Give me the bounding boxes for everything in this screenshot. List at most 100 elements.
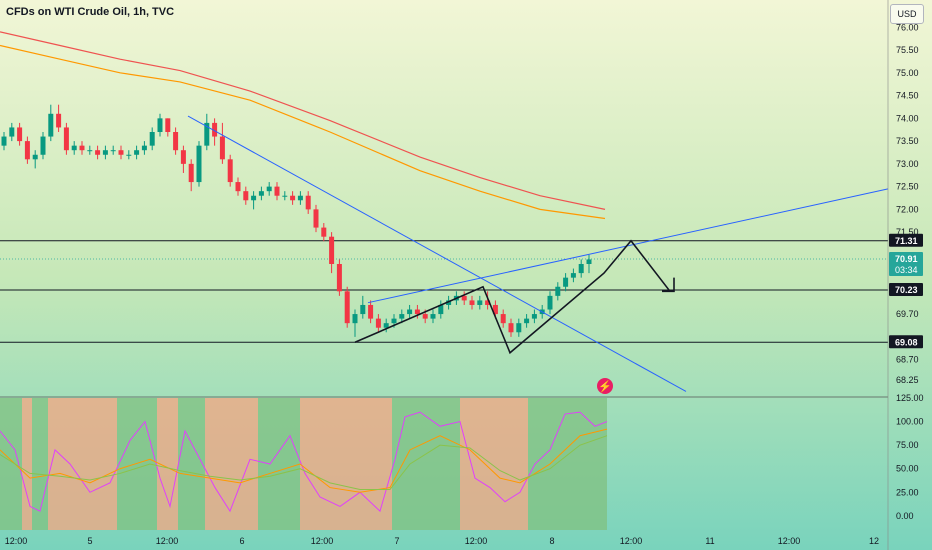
candle xyxy=(547,295,553,310)
candle xyxy=(258,191,264,196)
time-tick-label: 12:00 xyxy=(465,536,488,546)
candle xyxy=(79,145,85,151)
candle xyxy=(297,195,303,201)
candle xyxy=(219,136,225,160)
time-tick-label: 12:00 xyxy=(5,536,28,546)
candle xyxy=(212,122,218,137)
oscillator-tick-label: 50.00 xyxy=(896,464,919,474)
oscillator-zone xyxy=(300,398,392,530)
candle xyxy=(563,277,569,287)
time-tick-label: 8 xyxy=(549,536,554,546)
oscillator-tick-label: 0.00 xyxy=(896,511,914,521)
oscillator-zone xyxy=(392,398,460,530)
candle xyxy=(180,150,186,164)
candle xyxy=(282,195,288,197)
candle xyxy=(188,163,194,183)
candle xyxy=(461,295,467,301)
time-tick-label: 12 xyxy=(869,536,879,546)
candle xyxy=(321,227,327,237)
oscillator-zone xyxy=(32,398,48,530)
candle xyxy=(352,314,358,324)
candle xyxy=(469,300,475,305)
projection-arrowhead xyxy=(662,277,675,293)
oscillator-line xyxy=(0,435,608,490)
candle xyxy=(336,264,342,292)
candle xyxy=(118,150,124,155)
price-tick-label: 71.50 xyxy=(896,227,919,237)
candle xyxy=(313,209,319,228)
candle xyxy=(134,150,140,155)
price-tick-label: 74.00 xyxy=(896,113,919,123)
candle xyxy=(438,304,444,315)
candle xyxy=(477,300,483,305)
oscillator-pane[interactable] xyxy=(0,396,888,530)
price-tick-label: 72.50 xyxy=(896,182,919,192)
price-tick-label: 72.00 xyxy=(896,204,919,214)
candle xyxy=(290,195,296,201)
oscillator-zone xyxy=(460,398,528,530)
price-label: 71.31 xyxy=(895,236,918,246)
price-label: 70.91 xyxy=(895,254,918,264)
candle xyxy=(126,154,132,156)
main-price-pane[interactable] xyxy=(0,31,889,392)
candle xyxy=(266,186,272,192)
candle xyxy=(368,304,374,319)
currency-button[interactable]: USD xyxy=(890,4,924,24)
candle xyxy=(500,314,506,324)
candle xyxy=(40,136,46,155)
time-tick-label: 11 xyxy=(705,536,714,546)
candle xyxy=(344,291,350,324)
candle xyxy=(555,286,561,296)
overlay: ⚡ xyxy=(597,378,613,394)
oscillator-line xyxy=(0,411,608,513)
candle xyxy=(227,159,233,183)
oscillator-tick-label: 125.00 xyxy=(896,393,924,403)
candle xyxy=(508,323,514,333)
time-tick-label: 6 xyxy=(239,536,244,546)
price-tick-label: 69.70 xyxy=(896,309,919,319)
oscillator-zone xyxy=(528,398,607,530)
candle xyxy=(48,113,54,137)
time-tick-label: 5 xyxy=(87,536,92,546)
candle xyxy=(570,273,576,278)
moving-average-line xyxy=(0,31,606,210)
candle xyxy=(329,236,335,264)
oscillator-tick-label: 100.00 xyxy=(896,417,924,427)
price-label-box xyxy=(889,233,923,247)
lightning-icon: ⚡ xyxy=(598,380,612,393)
candle xyxy=(95,150,101,155)
price-label-box xyxy=(889,251,923,276)
price-label-box xyxy=(889,335,923,349)
candle xyxy=(173,132,179,151)
price-label-box xyxy=(889,282,923,296)
price-tick-label: 75.50 xyxy=(896,45,919,55)
projection-path xyxy=(354,239,671,355)
candle xyxy=(485,300,491,305)
candle xyxy=(17,127,23,142)
candle xyxy=(516,323,522,333)
chart-title: CFDs on WTI Crude Oil, 1h, TVC xyxy=(6,6,175,18)
candle xyxy=(63,127,69,151)
oscillator-zone xyxy=(48,398,117,530)
candle xyxy=(24,141,30,160)
candle xyxy=(165,118,171,132)
time-tick-label: 12:00 xyxy=(156,536,179,546)
candle xyxy=(157,118,163,132)
moving-average-line xyxy=(0,44,606,220)
candle xyxy=(32,154,38,160)
candle xyxy=(110,150,116,152)
oscillator-zone xyxy=(258,398,300,530)
candle xyxy=(87,150,93,152)
candle xyxy=(9,127,15,137)
bar-countdown-label: 03:34 xyxy=(895,265,918,275)
candle xyxy=(235,182,241,192)
oscillator-zone xyxy=(205,398,258,530)
price-tick-label: 73.50 xyxy=(896,136,919,146)
candle xyxy=(71,145,77,151)
candle xyxy=(524,318,530,324)
oscillator-tick-label: 25.00 xyxy=(896,487,919,497)
candle xyxy=(391,318,397,324)
trendline xyxy=(367,188,889,304)
price-label: 69.08 xyxy=(895,337,918,347)
